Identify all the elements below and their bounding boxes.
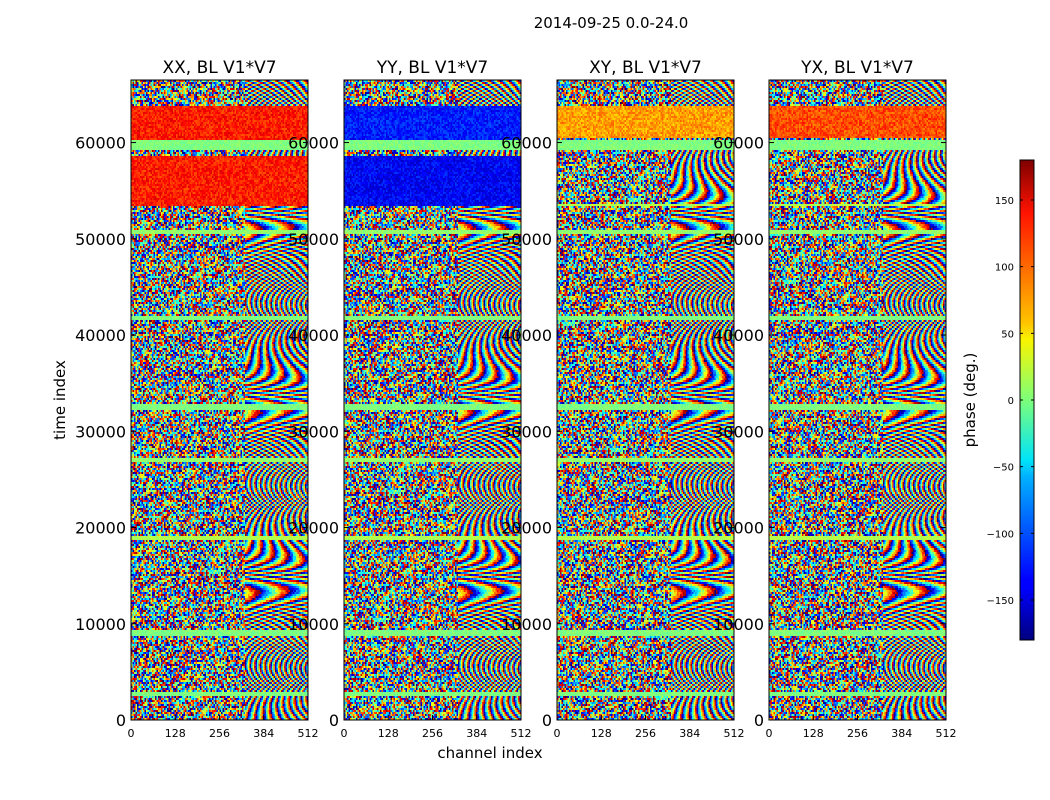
x-tick-label: 512 (511, 727, 532, 740)
phase-heatmap-yx (769, 80, 946, 720)
y-tick-label: 20000 (288, 519, 339, 538)
x-tick-label: 0 (341, 727, 348, 740)
x-tick-label: 384 (891, 727, 912, 740)
y-tick-label: 60000 (501, 134, 552, 153)
x-tick-label: 384 (466, 727, 487, 740)
figure-suptitle: 2014-09-25 0.0-24.0 (534, 14, 689, 32)
x-tick-label: 256 (209, 727, 230, 740)
y-tick-label: 40000 (288, 326, 339, 345)
x-tick-label: 128 (165, 727, 186, 740)
panels-group: XX, BL V1*V7 0 10000 20000 30000 40000 50000 60… (75, 58, 956, 740)
colorbar-label: phase (deg.) (961, 353, 979, 448)
y-tick-label: 10000 (501, 615, 552, 634)
x-tick-label: 512 (724, 727, 745, 740)
panel-title: XY, BL V1*V7 (589, 58, 702, 78)
phase-heatmap-yy (344, 80, 521, 720)
y-tick-label: 40000 (75, 326, 126, 345)
x-tick-label: 128 (803, 727, 824, 740)
colorbar-tick-label: 100 (995, 263, 1014, 274)
y-tick-label: 50000 (501, 230, 552, 249)
y-tick-label: 10000 (288, 615, 339, 634)
x-tick-label: 384 (253, 727, 274, 740)
y-tick-label: 60000 (713, 134, 764, 153)
y-tick-label: 50000 (713, 230, 764, 249)
y-tick-label: 30000 (75, 422, 126, 441)
x-tick-label: 0 (128, 727, 135, 740)
panel-xx: XX, BL V1*V7 0 10000 20000 30000 40000 50000 60… (75, 58, 318, 740)
colorbar-tick-label: 150 (995, 196, 1014, 207)
x-tick-label: 128 (378, 727, 399, 740)
colorbar-tick-label: −50 (993, 463, 1014, 474)
x-tick-label: 256 (635, 727, 656, 740)
y-tick-label: 30000 (501, 422, 552, 441)
x-tick-label: 0 (766, 727, 773, 740)
y-tick-label: 0 (329, 711, 339, 730)
y-tick-label: 20000 (713, 519, 764, 538)
x-tick-label: 128 (591, 727, 612, 740)
phase-heatmap-xx (131, 80, 308, 720)
phase-heatmap-xy (557, 80, 734, 720)
y-tick-label: 60000 (75, 134, 126, 153)
y-tick-label: 10000 (713, 615, 764, 634)
x-tick-label: 0 (554, 727, 561, 740)
x-tick-label: 512 (936, 727, 957, 740)
y-tick-label: 0 (116, 711, 126, 730)
y-tick-label: 10000 (75, 615, 126, 634)
y-axis-label: time index (51, 360, 69, 440)
x-tick-label: 256 (422, 727, 443, 740)
y-tick-label: 50000 (288, 230, 339, 249)
y-tick-label: 0 (754, 711, 764, 730)
x-tick-label: 384 (679, 727, 700, 740)
colorbar-tick-label: 0 (1008, 396, 1014, 407)
y-tick-label: 20000 (501, 519, 552, 538)
panel-title: XX, BL V1*V7 (162, 58, 276, 78)
y-tick-label: 50000 (75, 230, 126, 249)
y-tick-label: 40000 (501, 326, 552, 345)
panel-yx: YX, BL V1*V7 0 10000 20000 30000 40000 50000 60… (713, 58, 956, 740)
colorbar-tick-label: −100 (987, 529, 1014, 540)
panel-yy: YY, BL V1*V7 0 10000 20000 30000 40000 50000 60… (288, 58, 531, 740)
x-tick-label: 256 (847, 727, 868, 740)
colorbar-tick-label: 50 (1001, 329, 1014, 340)
x-axis-label: channel index (437, 744, 542, 762)
panel-xy: XY, BL V1*V7 0 10000 20000 30000 40000 50000 60… (501, 58, 744, 740)
y-tick-label: 20000 (75, 519, 126, 538)
y-tick-label: 0 (542, 711, 552, 730)
y-tick-label: 60000 (288, 134, 339, 153)
y-tick-label: 30000 (288, 422, 339, 441)
x-tick-label: 512 (298, 727, 319, 740)
y-tick-label: 30000 (713, 422, 764, 441)
y-tick-label: 40000 (713, 326, 764, 345)
panel-title: YY, BL V1*V7 (376, 58, 489, 78)
colorbar-tick-label: −150 (987, 596, 1014, 607)
panel-title: YX, BL V1*V7 (800, 58, 914, 78)
colorbar: −150 −100 −50 0 50 100 150 phase (deg.) (961, 159, 1035, 641)
